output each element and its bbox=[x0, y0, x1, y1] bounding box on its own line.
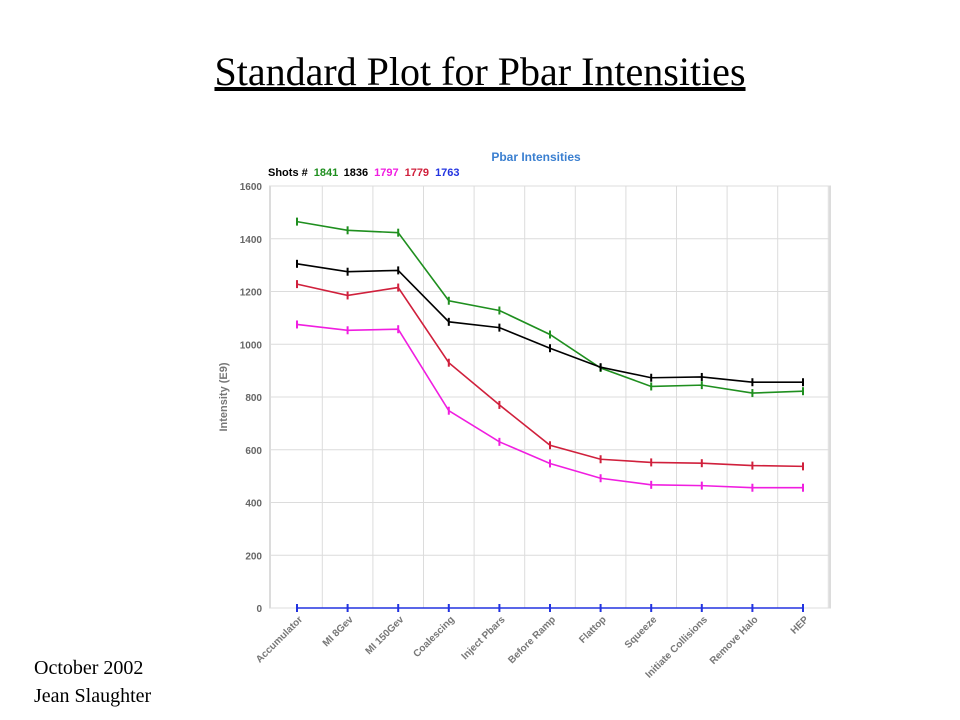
y-tick-label: 0 bbox=[256, 604, 262, 615]
series-layer bbox=[296, 217, 804, 612]
x-tick-label: Remove Halo bbox=[708, 614, 761, 667]
y-axis-ticks: 0 200 400 600 800 1000 1200 1400 1600 bbox=[240, 182, 263, 615]
grid-lines bbox=[270, 185, 830, 609]
footer-date: October 2002 bbox=[34, 657, 144, 679]
legend: Shots # 1841 1836 1797 1779 1763 bbox=[268, 167, 460, 179]
legend-item-1763: 1763 bbox=[435, 167, 459, 179]
x-tick-label: Inject Pbars bbox=[460, 614, 508, 662]
slide-footer: October 2002 Jean Slaughter bbox=[34, 654, 151, 710]
x-axis-ticks: Accumulator MI 8Gev MI 150Gev Coalescing Inj… bbox=[254, 614, 811, 681]
series-1797 bbox=[296, 320, 804, 492]
y-tick-label: 1200 bbox=[240, 288, 263, 299]
footer-author: Jean Slaughter bbox=[34, 685, 152, 707]
x-tick-label: HEP bbox=[789, 614, 812, 637]
chart-title: Pbar Intensities bbox=[491, 150, 581, 164]
series-1836 bbox=[296, 259, 804, 387]
x-tick-label: Squeeze bbox=[623, 614, 660, 651]
y-tick-label: 600 bbox=[245, 446, 262, 457]
y-tick-label: 1600 bbox=[240, 182, 263, 193]
x-tick-label: MI 150Gev bbox=[364, 614, 407, 657]
legend-item-1797: 1797 bbox=[374, 167, 398, 179]
x-tick-label: Coalescing bbox=[411, 614, 457, 660]
x-tick-label: Flattop bbox=[577, 614, 608, 645]
series-1763 bbox=[296, 604, 804, 612]
legend-item-1779: 1779 bbox=[405, 167, 429, 179]
series-1779 bbox=[296, 280, 804, 471]
x-tick-label: Before Ramp bbox=[506, 614, 558, 666]
legend-item-1836: 1836 bbox=[344, 167, 368, 179]
y-tick-label: 1000 bbox=[240, 340, 263, 351]
x-tick-label: MI 8Gev bbox=[321, 614, 356, 649]
y-tick-label: 400 bbox=[245, 499, 262, 510]
x-tick-label: Accumulator bbox=[254, 614, 305, 665]
y-axis-label: Intensity (E9) bbox=[218, 362, 230, 431]
y-tick-label: 800 bbox=[245, 393, 262, 404]
y-tick-label: 1400 bbox=[240, 235, 263, 246]
y-tick-label: 200 bbox=[245, 551, 262, 562]
legend-prefix: Shots # bbox=[268, 167, 308, 179]
legend-item-1841: 1841 bbox=[314, 167, 338, 179]
slide-title: Standard Plot for Pbar Intensities bbox=[214, 49, 746, 94]
